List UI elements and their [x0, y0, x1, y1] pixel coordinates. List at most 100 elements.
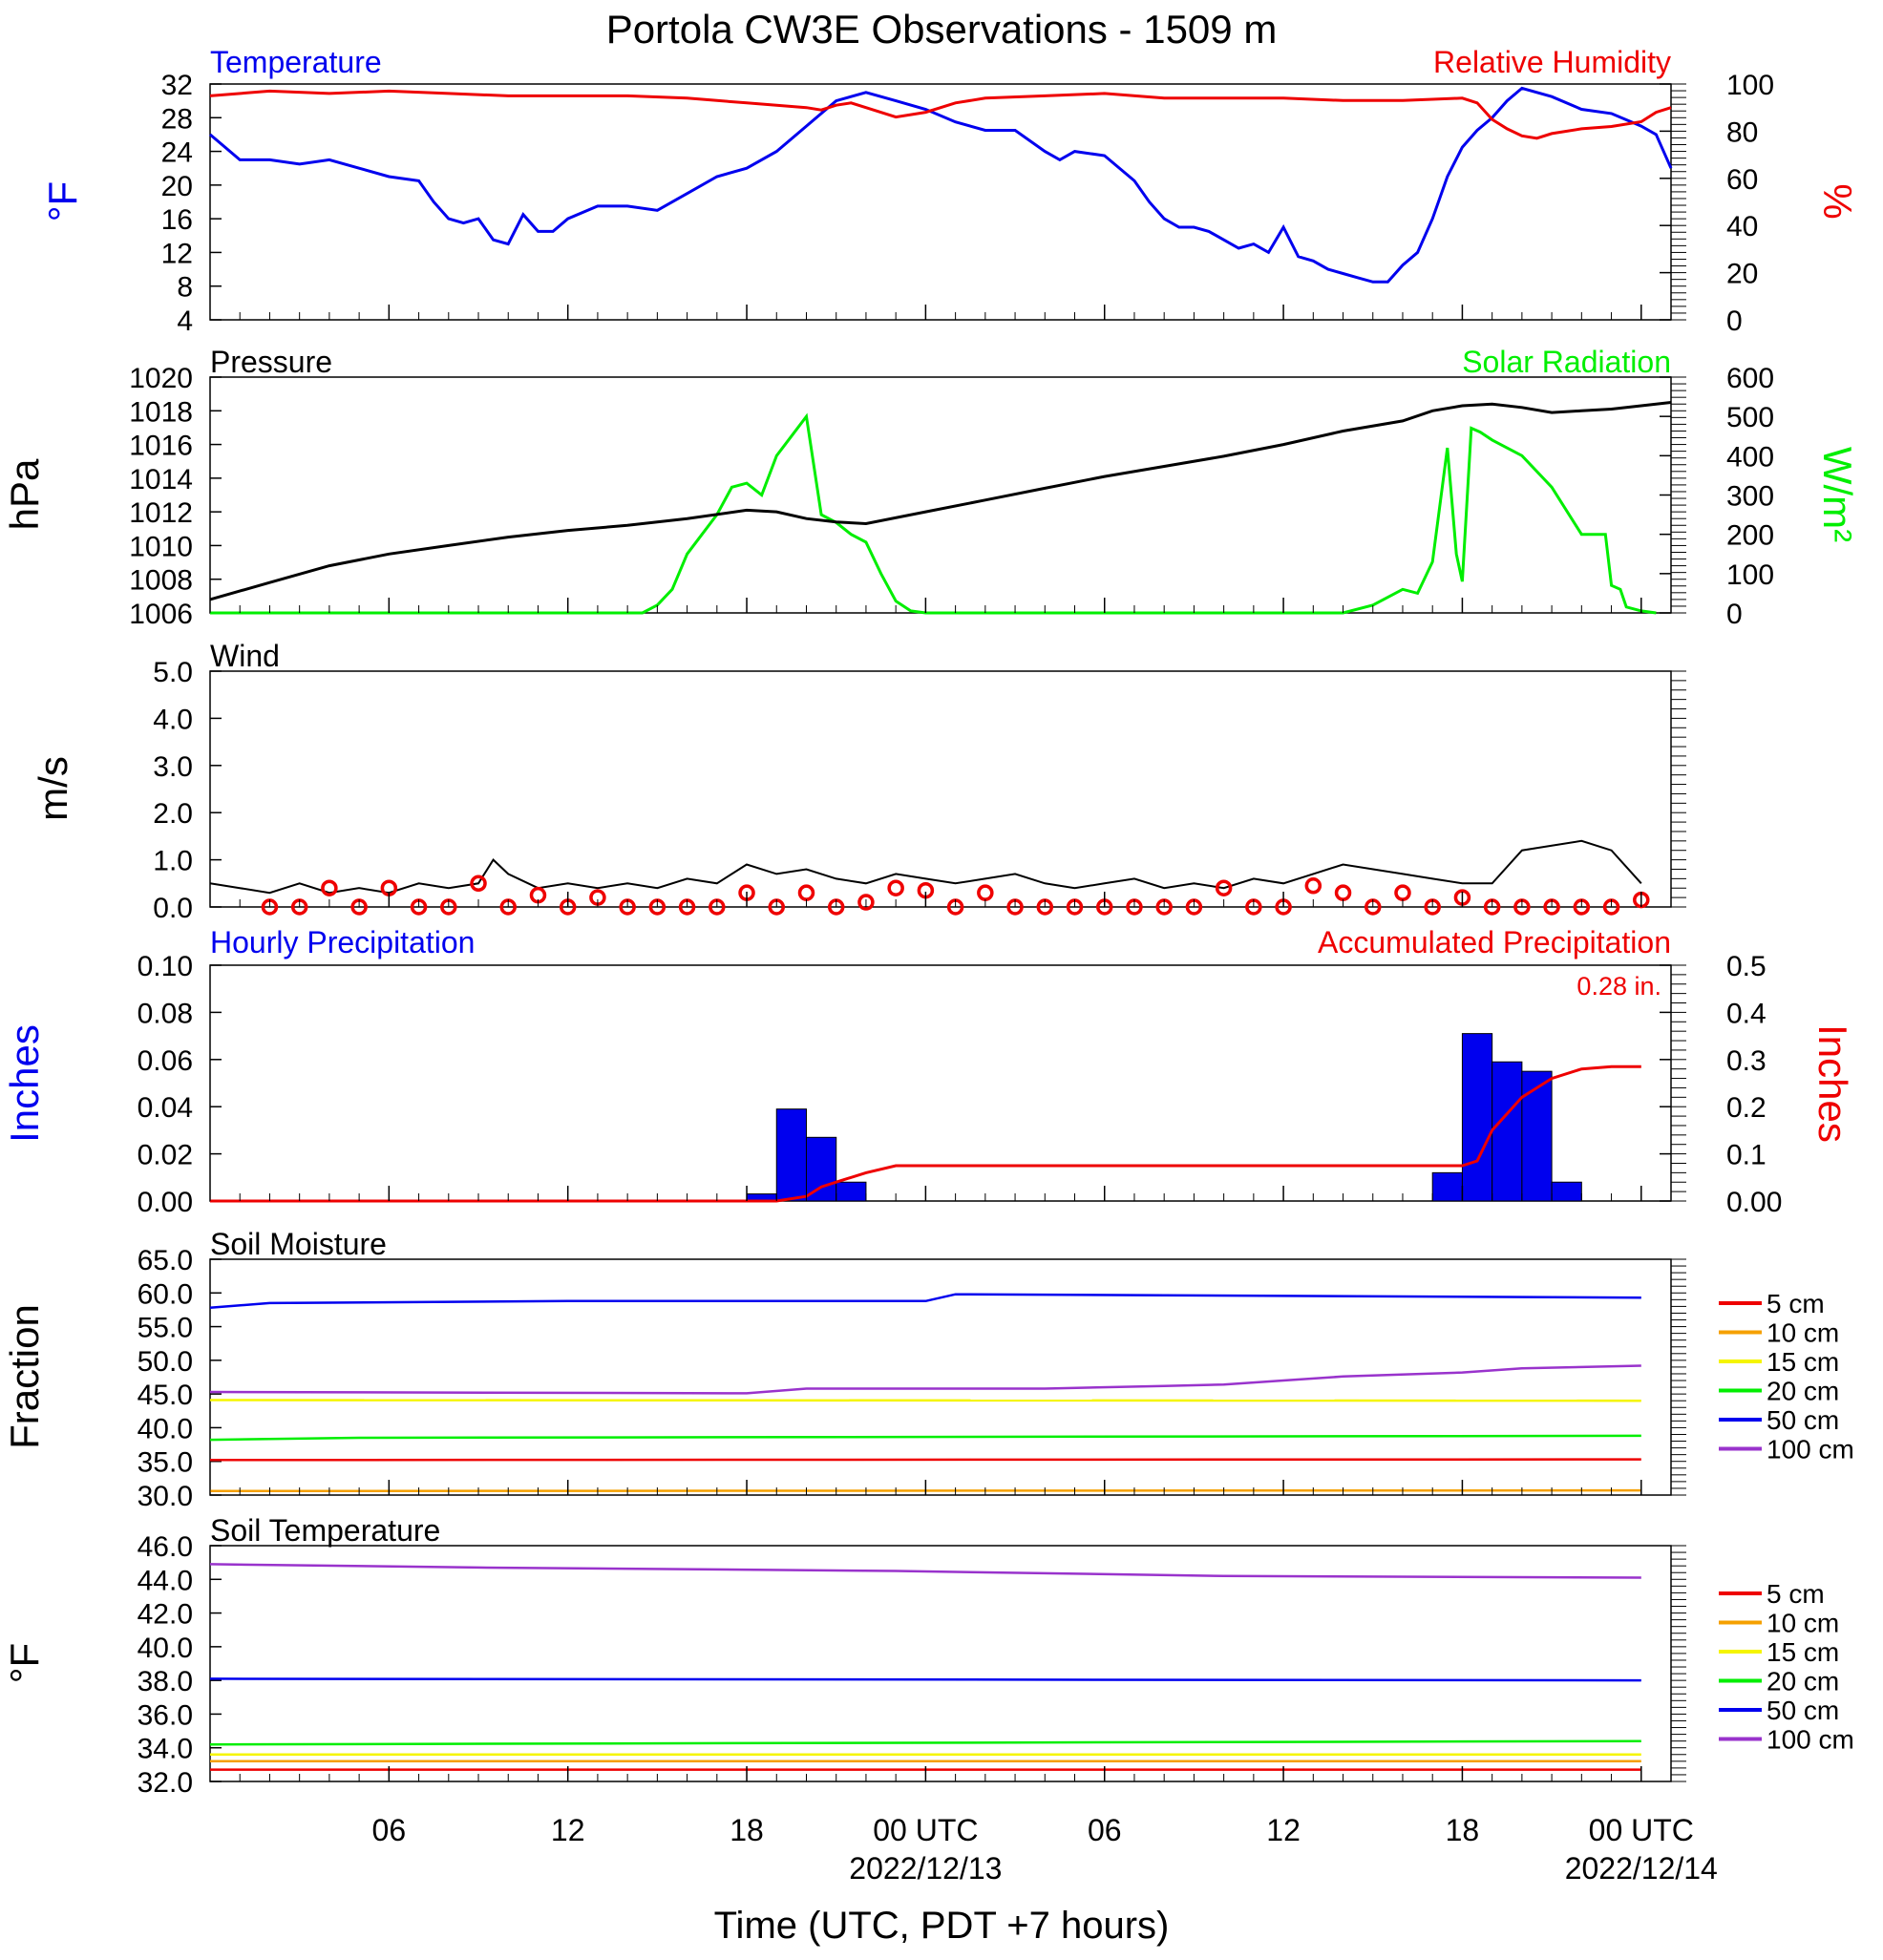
y-tick-label: 28 — [161, 103, 193, 135]
x-tick-label: 00 UTC — [873, 1813, 978, 1847]
y-tick-label: 1006 — [129, 599, 193, 630]
y-tick-label: 45.0 — [138, 1380, 193, 1411]
y-tick-label: 40.0 — [138, 1633, 193, 1664]
y-tick-label: 44.0 — [138, 1565, 193, 1596]
wind-observation-marker — [1394, 884, 1411, 901]
wind-title: Wind — [210, 639, 280, 673]
y2-tick-label: 0.5 — [1726, 951, 1767, 982]
legend-label: 50 cm — [1767, 1405, 1839, 1435]
y2-tick-label: 0 — [1726, 599, 1743, 630]
soil-moisture-frame — [209, 1258, 1672, 1496]
soil-temperature-frame — [209, 1545, 1672, 1782]
soil-moisture-line — [209, 1434, 1641, 1442]
y2-tick-label: 200 — [1726, 520, 1774, 552]
y2-tick-label: 80 — [1726, 116, 1758, 148]
soil-temperature-line — [209, 1563, 1641, 1579]
y-tick-label: 0.02 — [138, 1140, 193, 1171]
y-tick-label: 1.0 — [153, 846, 193, 877]
y-tick-label: 16 — [161, 204, 193, 236]
hourly-precip-bar — [1431, 1171, 1463, 1202]
y-tick-label: 46.0 — [138, 1531, 193, 1563]
legend-label: 20 cm — [1767, 1667, 1839, 1697]
legend-label: 15 cm — [1767, 1637, 1839, 1667]
solar-unit: W/m² — [1815, 447, 1860, 542]
temperature-line — [209, 86, 1673, 284]
accum-precip-title: Accumulated Precipitation — [1318, 925, 1671, 959]
y-tick-label: 20 — [161, 171, 193, 202]
legend-label: 5 cm — [1767, 1579, 1825, 1609]
humidity-unit: % — [1815, 183, 1860, 219]
y2-tick-label: 60 — [1726, 164, 1758, 196]
y-tick-label: 0.08 — [138, 998, 193, 1029]
hourly-precip-bar — [805, 1136, 837, 1202]
temperature-frame — [209, 83, 1672, 321]
soil-temperature-line — [209, 1677, 1641, 1682]
legend-label: 50 cm — [1767, 1696, 1839, 1725]
y2-tick-label: 400 — [1726, 441, 1774, 473]
soil-temperature-unit: °F — [2, 1643, 47, 1683]
wind-observation-marker — [1334, 884, 1352, 901]
precipitation-series — [210, 1033, 1641, 1203]
pressure-line — [209, 401, 1672, 601]
y-tick-label: 1014 — [129, 464, 193, 495]
legend-label: 100 cm — [1767, 1435, 1854, 1465]
wind-observation-marker — [887, 879, 904, 896]
x-tick-label: 18 — [1446, 1813, 1480, 1847]
y-tick-label: 4.0 — [153, 704, 193, 735]
accum-precip-unit: Inches — [1810, 1024, 1855, 1143]
chart-title: Portola CW3E Observations - 1509 m — [606, 7, 1278, 52]
humidity-ticks: 0 20 40 60 80 100 — [1660, 70, 1774, 337]
soil-moisture-title: Soil Moisture — [210, 1227, 387, 1261]
y2-tick-label: 0.00 — [1726, 1187, 1782, 1218]
hourly-precip-ticks: 0.00 0.02 0.04 0.06 0.08 0.10 — [138, 951, 1686, 1218]
humidity-line — [209, 89, 1672, 140]
x-tick-label: 18 — [730, 1813, 764, 1847]
y-tick-label: 36.0 — [138, 1699, 193, 1731]
x-tick-label: 06 — [1088, 1813, 1122, 1847]
soil-moisture-line — [209, 1293, 1641, 1310]
y-tick-label: 55.0 — [138, 1313, 193, 1344]
legend-label: 20 cm — [1767, 1377, 1839, 1406]
hourly-precip-bar — [775, 1108, 807, 1202]
y-tick-label: 65.0 — [138, 1245, 193, 1276]
temperature-title: Temperature — [210, 45, 382, 79]
time-axis: 06 12 18 00 UTC 2022/12/13 06 12 18 00 UTC 2022/1… — [209, 305, 1718, 1886]
hourly-precip-bar — [836, 1181, 867, 1202]
y2-tick-label: 600 — [1726, 363, 1774, 394]
time-axis-label: Time (UTC, PDT +7 hours) — [714, 1905, 1170, 1947]
y-tick-label: 38.0 — [138, 1666, 193, 1697]
precipitation-frame — [209, 964, 1672, 1202]
y-tick-label: 0.06 — [138, 1045, 193, 1077]
y2-tick-label: 500 — [1726, 402, 1774, 433]
y-tick-label: 1008 — [129, 565, 193, 597]
soil-moisture-line — [209, 1399, 1641, 1402]
y-tick-label: 3.0 — [153, 751, 193, 783]
soil-temperature-series — [209, 1563, 1641, 1771]
y-tick-label: 4 — [177, 306, 193, 337]
wind-observation-marker — [857, 894, 875, 911]
y-tick-label: 5.0 — [153, 657, 193, 688]
legend-label: 10 cm — [1767, 1609, 1839, 1638]
y-tick-label: 50.0 — [138, 1346, 193, 1378]
legend-label: 15 cm — [1767, 1347, 1839, 1377]
accum-precip-line — [210, 1064, 1641, 1203]
y-tick-label: 8 — [177, 272, 193, 304]
y-tick-label: 34.0 — [138, 1734, 193, 1765]
y-tick-label: 32.0 — [138, 1767, 193, 1799]
y-tick-label: 1012 — [129, 497, 193, 529]
y2-tick-label: 0.4 — [1726, 998, 1767, 1029]
temperature-unit: °F — [40, 181, 85, 221]
solar-line — [210, 412, 1657, 615]
soil-temperature-title: Soil Temperature — [210, 1513, 440, 1548]
wind-observation-marker — [470, 875, 487, 893]
soil-temperature-ticks: 32.034.036.038.040.042.044.046.0 — [138, 1531, 1686, 1799]
y-tick-label: 40.0 — [138, 1413, 193, 1444]
soil-moisture-line — [209, 1458, 1641, 1462]
temperature-series — [209, 86, 1673, 284]
accum-precip-ticks: 0.00 0.1 0.2 0.3 0.4 0.5 — [1660, 951, 1782, 1218]
x-tick-date: 2022/12/13 — [849, 1851, 1002, 1886]
soil-moisture-unit: Fraction — [2, 1304, 47, 1449]
y2-tick-label: 0.1 — [1726, 1140, 1767, 1171]
